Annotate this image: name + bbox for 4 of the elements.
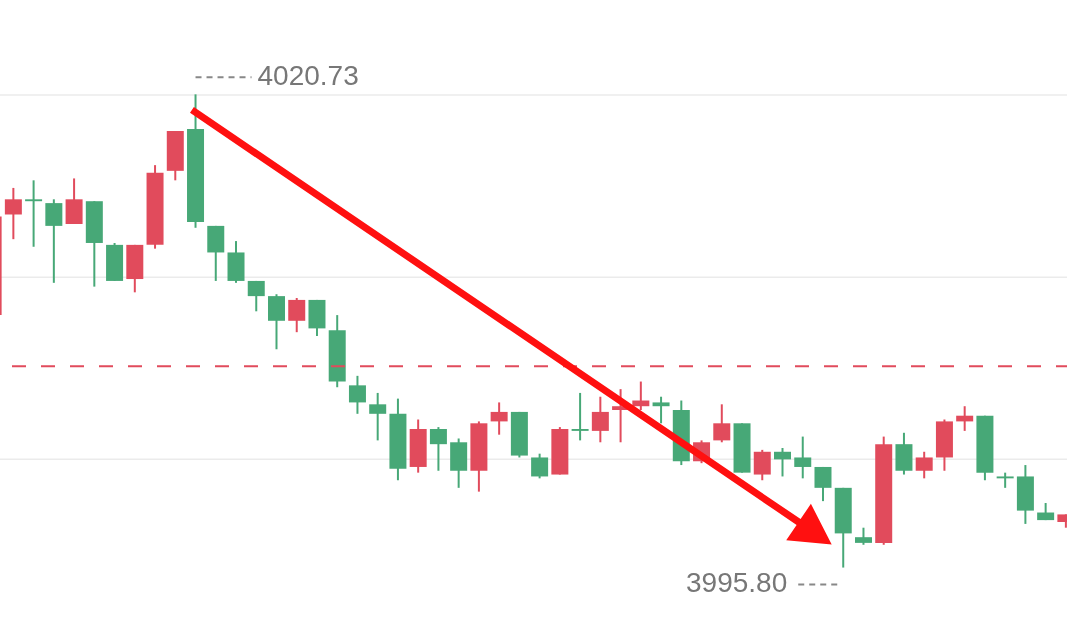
annotation: 4020.73 [257, 60, 359, 92]
candlestick [25, 180, 43, 247]
candlestick [571, 392, 589, 441]
annotation: 3995.80 [686, 567, 788, 599]
